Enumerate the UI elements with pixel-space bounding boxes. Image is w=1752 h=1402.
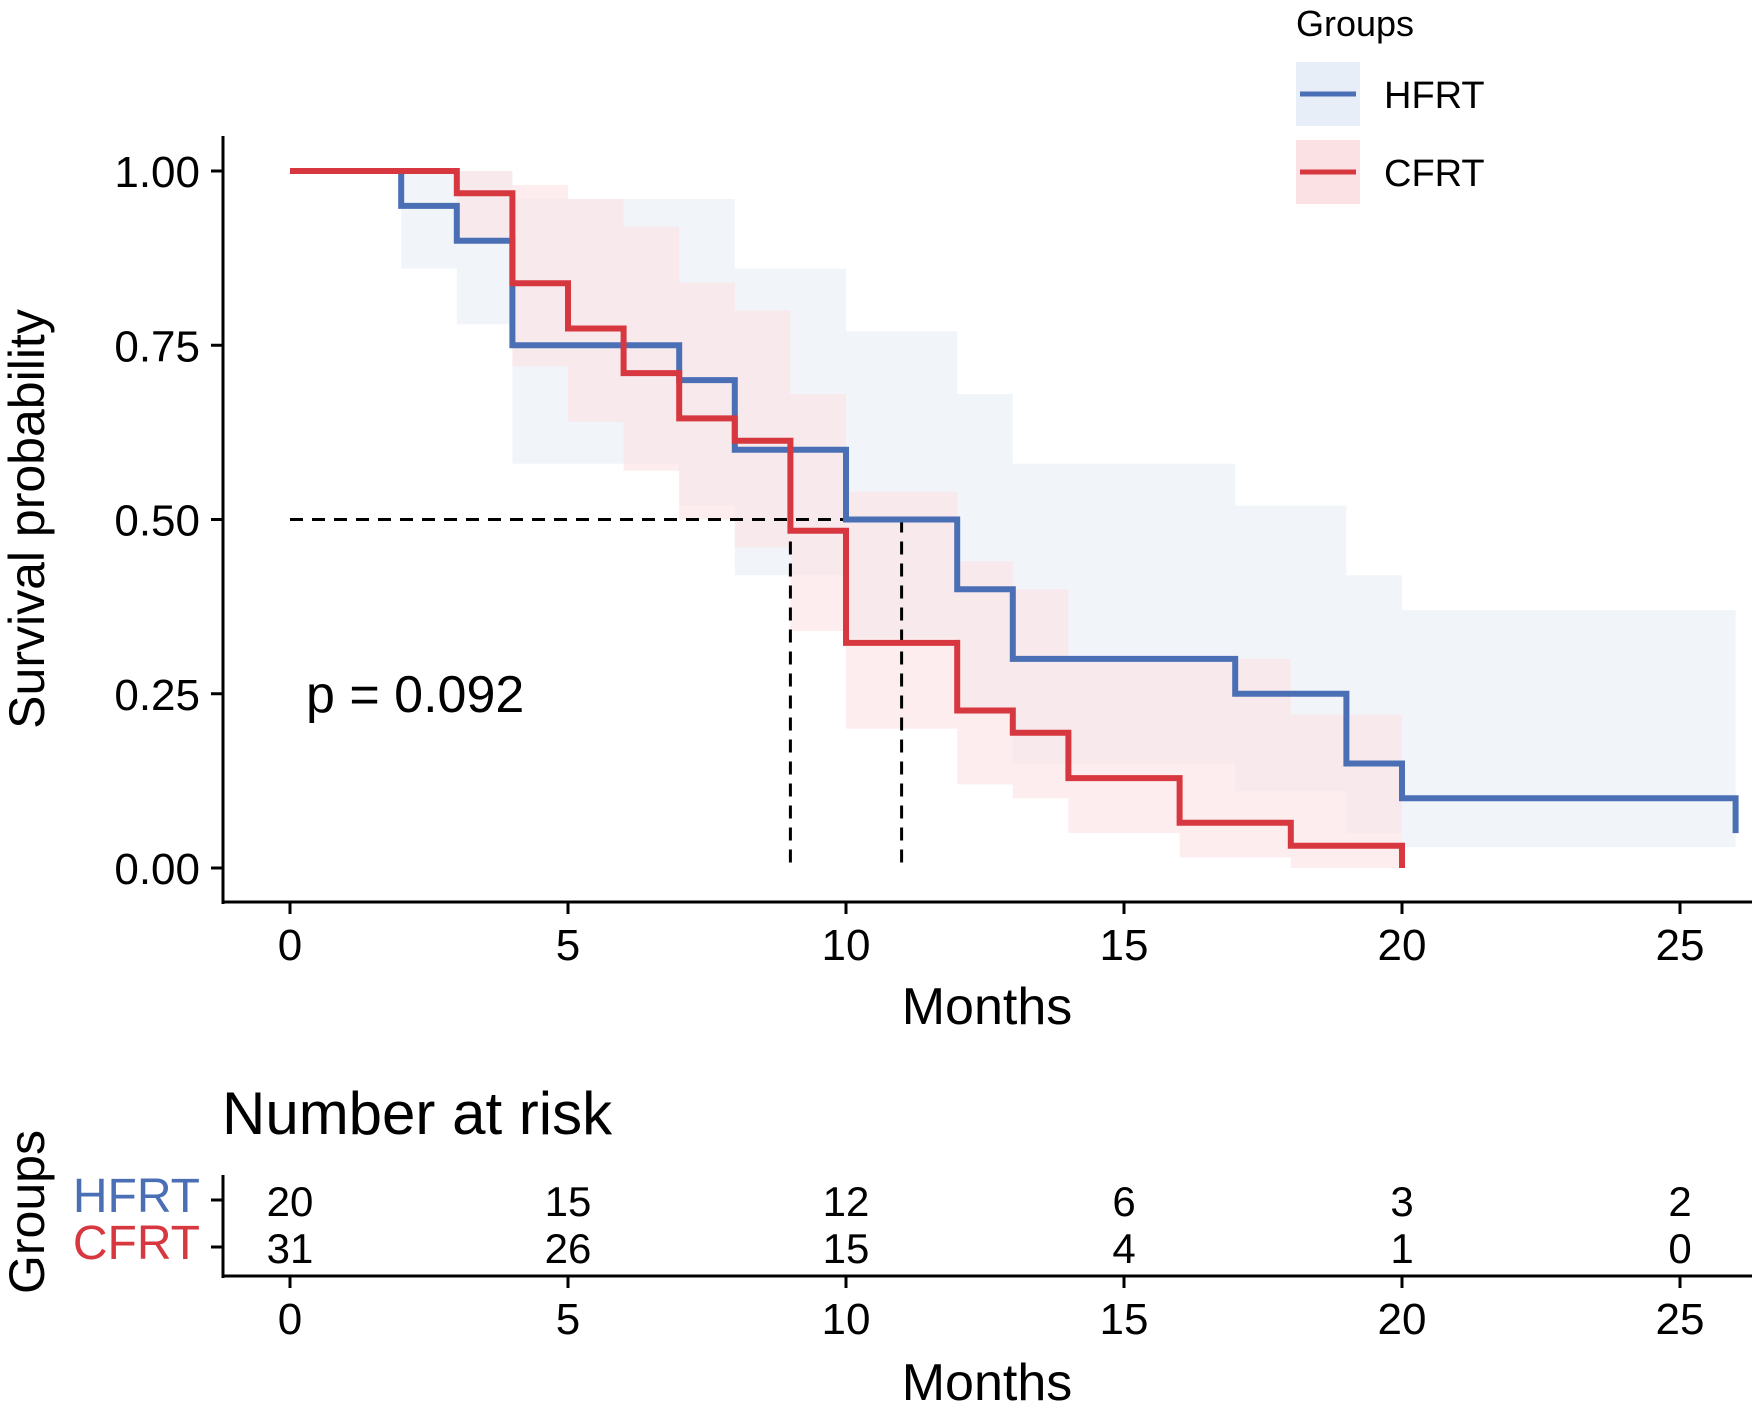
risk-x-tick-label: 15 xyxy=(1100,1295,1149,1344)
legend-title: Groups xyxy=(1296,3,1414,44)
risk-row-label-hfrt: HFRT xyxy=(73,1170,200,1223)
legend: Groups HFRT CFRT xyxy=(1296,3,1485,204)
risk-count-cfrt: 31 xyxy=(267,1225,314,1272)
risk-count-hfrt: 3 xyxy=(1390,1178,1413,1225)
risk-count-hfrt: 6 xyxy=(1112,1178,1135,1225)
risk-count-cfrt: 1 xyxy=(1390,1225,1413,1272)
risk-x-tick-label: 10 xyxy=(822,1295,871,1344)
risk-count-cfrt: 0 xyxy=(1668,1225,1691,1272)
risk-table-ylabel: Groups xyxy=(0,1130,55,1294)
risk-x-axis-label: Months xyxy=(902,1354,1073,1402)
risk-count-hfrt: 2 xyxy=(1668,1178,1691,1225)
risk-count-cfrt: 4 xyxy=(1112,1225,1135,1272)
risk-table-title: Number at risk xyxy=(222,1080,613,1147)
risk-count-cfrt: 26 xyxy=(545,1225,592,1272)
y-ticks: 0.00 0.25 0.50 0.75 1.00 xyxy=(114,148,223,894)
risk-count-hfrt: 15 xyxy=(545,1178,592,1225)
x-ticks: 0 5 10 15 20 25 xyxy=(278,902,1705,970)
risk-count-hfrt: 20 xyxy=(267,1178,314,1225)
x-tick-label: 15 xyxy=(1100,921,1149,970)
risk-count-cfrt: 15 xyxy=(823,1225,870,1272)
y-tick-label: 0.50 xyxy=(114,497,200,546)
median-lines xyxy=(290,518,904,868)
survival-curves xyxy=(290,168,1739,868)
risk-x-tick-label: 20 xyxy=(1378,1295,1427,1344)
risk-x-tick-label: 5 xyxy=(556,1295,580,1344)
x-tick-label: 5 xyxy=(556,921,580,970)
legend-label-hfrt: HFRT xyxy=(1384,75,1485,117)
survival-curve-cfrt xyxy=(290,168,1405,868)
risk-row-label-cfrt: CFRT xyxy=(73,1217,200,1270)
x-tick-label: 20 xyxy=(1378,921,1427,970)
y-tick-label: 0.00 xyxy=(114,845,200,894)
y-axis-label: Survival probability xyxy=(0,309,55,729)
plot-area: 0.00 0.25 0.50 0.75 1.00 0 5 10 15 20 25 Survival… xyxy=(0,136,1752,1036)
p-value-annotation: p = 0.092 xyxy=(306,666,524,724)
y-tick-label: 0.75 xyxy=(114,322,200,371)
x-tick-label: 0 xyxy=(278,921,302,970)
x-axis-label: Months xyxy=(902,978,1073,1036)
legend-label-cfrt: CFRT xyxy=(1384,153,1485,195)
y-tick-label: 1.00 xyxy=(114,148,200,197)
y-tick-label: 0.25 xyxy=(114,671,200,720)
x-tick-label: 10 xyxy=(822,921,871,970)
risk-x-tick-label: 25 xyxy=(1656,1295,1705,1344)
risk-x-ticks: 0 5 10 15 20 25 xyxy=(278,1276,1705,1344)
survival-curve-hfrt xyxy=(290,168,1739,834)
x-tick-label: 25 xyxy=(1656,921,1705,970)
risk-x-tick-label: 0 xyxy=(278,1295,302,1344)
risk-count-hfrt: 12 xyxy=(823,1178,870,1225)
